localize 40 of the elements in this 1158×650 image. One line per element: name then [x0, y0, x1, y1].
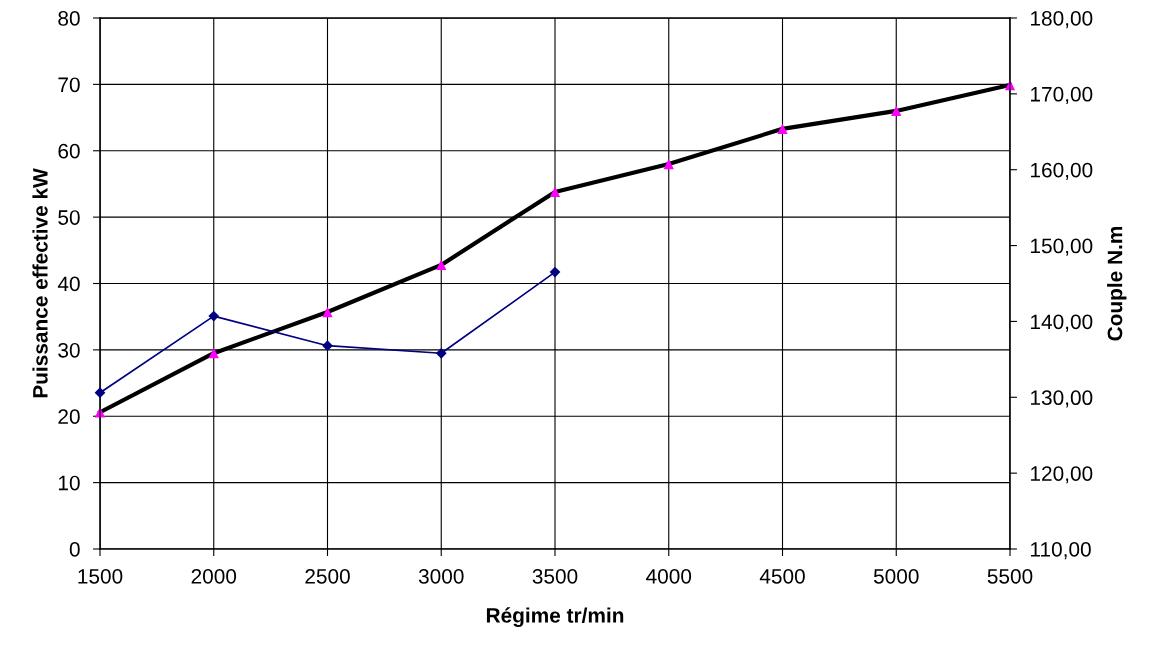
point: [549, 186, 561, 198]
point: [777, 123, 788, 134]
x-tick-label: 5500: [987, 568, 1033, 584]
y2-tick-label: 140,00: [1031, 314, 1093, 332]
point: [322, 306, 333, 318]
y-tick-label: 80: [58, 11, 80, 26]
y-tick-label: 20: [58, 409, 80, 424]
y2-tick-label: 110,00: [1031, 542, 1091, 560]
point: [436, 259, 447, 271]
y-tick-label: 0: [69, 542, 80, 557]
x-tick-label: 5000: [873, 568, 919, 584]
point: [549, 266, 561, 278]
y2-tick-label: 150,00: [1031, 238, 1093, 256]
y-tick-label: 30: [58, 342, 80, 358]
point: [94, 387, 106, 399]
x-tick-label: 1500: [78, 568, 123, 584]
x-tick-label: 4000: [646, 568, 692, 584]
y-tick-label: 60: [58, 143, 80, 159]
y2-tick-label: 160,00: [1031, 162, 1093, 180]
x-tick-label: 2000: [191, 568, 237, 584]
y-tick-label: 10: [58, 475, 80, 491]
point: [322, 340, 333, 352]
x-tick-label: 3000: [418, 568, 464, 584]
x-tick-label: 4500: [759, 568, 805, 584]
y2-axis-title: Couple N.m: [1107, 226, 1127, 341]
point: [435, 347, 447, 359]
y2-tick-label: 120,00: [1031, 466, 1093, 484]
y-axis-title: Puissance effective kW: [32, 168, 48, 398]
point: [208, 310, 220, 322]
y-tick-label: 50: [58, 210, 80, 225]
x-axis-title: Régime tr/min: [486, 607, 624, 627]
y-tick-label: 40: [57, 276, 80, 292]
x-tick-label: 2500: [305, 568, 350, 584]
y-tick-label: 70: [58, 77, 80, 93]
y2-tick-label: 170,00: [1031, 86, 1093, 105]
point: [663, 158, 674, 170]
y2-tick-label: 180,00: [1031, 11, 1093, 29]
y2-tick-label: 130,00: [1031, 390, 1093, 408]
x-tick-label: 3500: [532, 568, 578, 584]
point: [891, 105, 902, 117]
